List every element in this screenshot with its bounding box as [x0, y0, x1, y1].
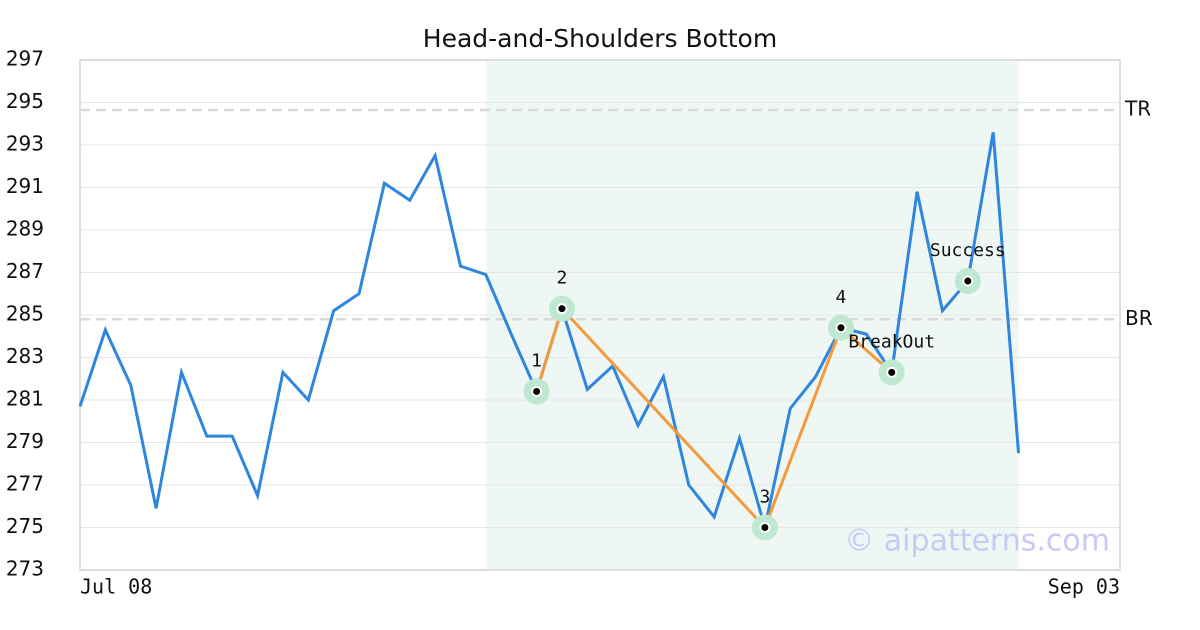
y-tick-label: 293 [6, 132, 44, 156]
y-tick-label: 281 [6, 387, 44, 411]
level-label: TR [1124, 96, 1151, 120]
chart-title: Head-and-Shoulders Bottom [423, 24, 777, 53]
y-tick-label: 277 [6, 472, 44, 496]
y-tick-label: 291 [6, 174, 44, 198]
pattern-label: 1 [531, 351, 542, 372]
y-tick-label: 283 [6, 344, 44, 368]
watermark: © aipatterns.com [844, 524, 1110, 559]
pattern-label: Success [930, 240, 1006, 261]
y-tick-label: 297 [6, 47, 44, 71]
pattern-label: 3 [759, 487, 770, 508]
pattern-point [886, 366, 898, 378]
y-tick-label: 287 [6, 259, 44, 283]
x-tick-label: Sep 03 [1048, 575, 1120, 599]
y-tick-label: 285 [6, 302, 44, 326]
pattern-point [556, 303, 568, 315]
pattern-point [759, 522, 771, 533]
y-tick-label: 289 [6, 217, 44, 241]
pattern-label: BreakOut [848, 331, 935, 352]
pattern-point [962, 275, 974, 287]
pattern-point [531, 386, 543, 397]
level-label: BR [1125, 306, 1153, 330]
x-tick-label: Jul 08 [80, 575, 152, 599]
pattern-label: 2 [557, 268, 568, 289]
y-tick-label: 279 [6, 429, 44, 453]
y-tick-label: 273 [6, 557, 44, 581]
y-tick-label: 295 [6, 89, 44, 113]
y-tick-label: 275 [6, 514, 44, 538]
plot-frame [79, 59, 1121, 571]
pattern-point [835, 322, 847, 334]
pattern-label: 4 [836, 287, 847, 308]
